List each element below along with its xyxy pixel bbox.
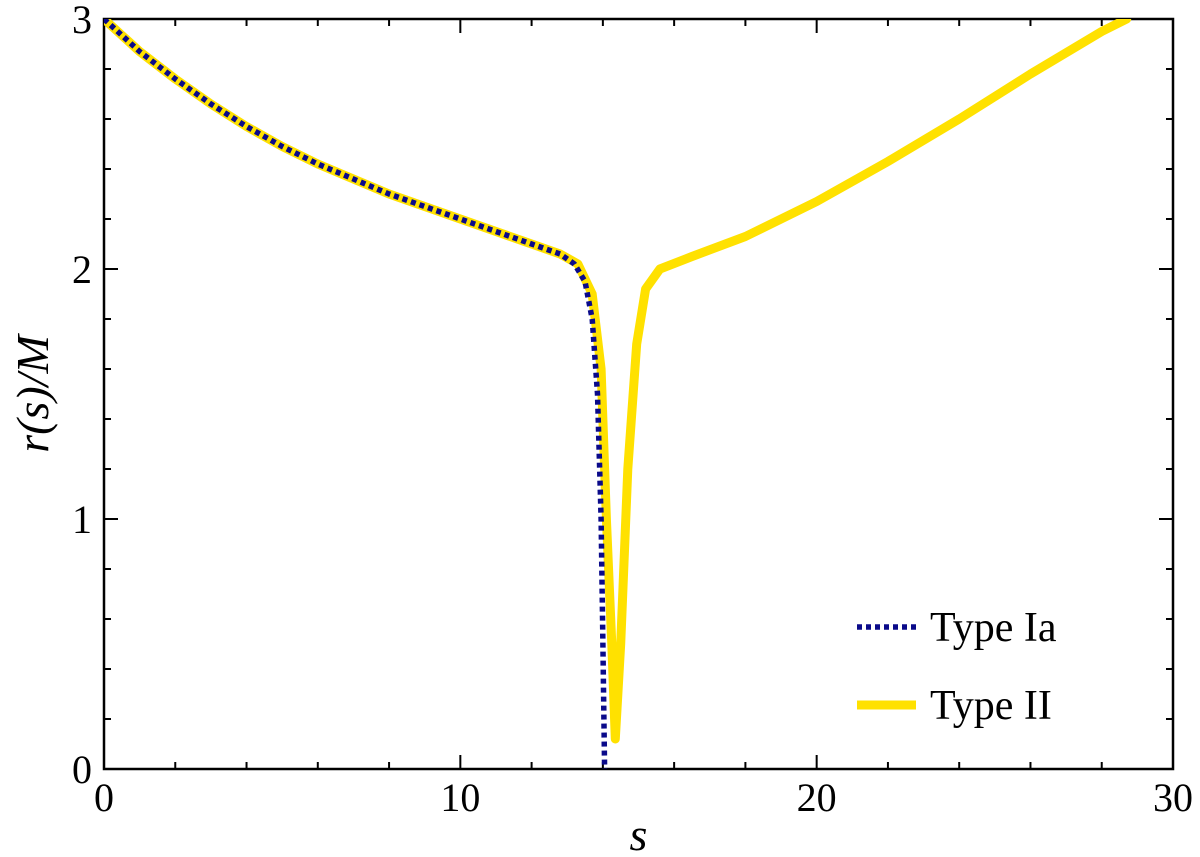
series-line-type-ia <box>104 19 608 769</box>
tick-labels: 0 10 20 30 0 1 2 3 <box>72 0 1193 820</box>
axis-ticks <box>103 18 1174 770</box>
x-tick-label: 20 <box>797 775 837 820</box>
legend-label: Type II <box>930 683 1052 729</box>
y-tick-label: 2 <box>72 247 92 292</box>
y-tick-label: 3 <box>72 0 92 42</box>
x-tick-label: 10 <box>440 775 480 820</box>
x-tick-label: 0 <box>94 775 114 820</box>
legend-label: Type Ia <box>930 605 1057 651</box>
y-tick-label: 0 <box>72 747 92 792</box>
plot-frame <box>102 17 1175 771</box>
series-lines <box>104 19 1132 769</box>
legend: Type Ia Type II <box>857 605 1057 729</box>
series-line-type-ii <box>104 19 1132 744</box>
y-tick-label: 1 <box>72 497 92 542</box>
plot-frame-rect <box>102 17 1175 771</box>
x-axis-label: s <box>630 809 648 857</box>
x-tick-label: 30 <box>1153 775 1193 820</box>
y-axis-label: r(s)/M <box>7 333 58 453</box>
